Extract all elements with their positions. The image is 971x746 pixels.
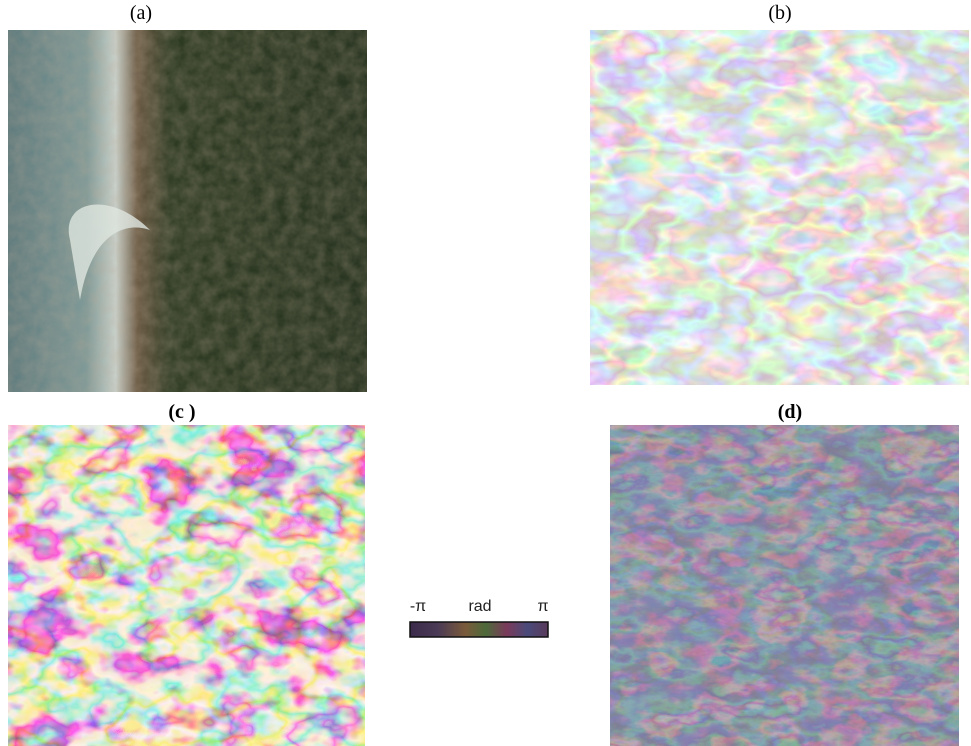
panel-label: (c ) bbox=[168, 401, 195, 423]
panel-label: (a) bbox=[130, 2, 152, 24]
panel-label: (b) bbox=[768, 2, 791, 24]
colorbar-max: π bbox=[537, 598, 548, 615]
image-c bbox=[8, 425, 365, 746]
colorbar bbox=[410, 622, 548, 637]
panel-label: (d) bbox=[778, 401, 802, 423]
image-b bbox=[590, 30, 969, 385]
colorbar-min: -π bbox=[410, 598, 426, 615]
colorbar-label: rad bbox=[468, 598, 491, 615]
image-a-texture bbox=[8, 30, 367, 392]
figure: (a) (b) (c ) (d) -π rad π bbox=[0, 0, 971, 746]
image-d bbox=[610, 425, 959, 746]
